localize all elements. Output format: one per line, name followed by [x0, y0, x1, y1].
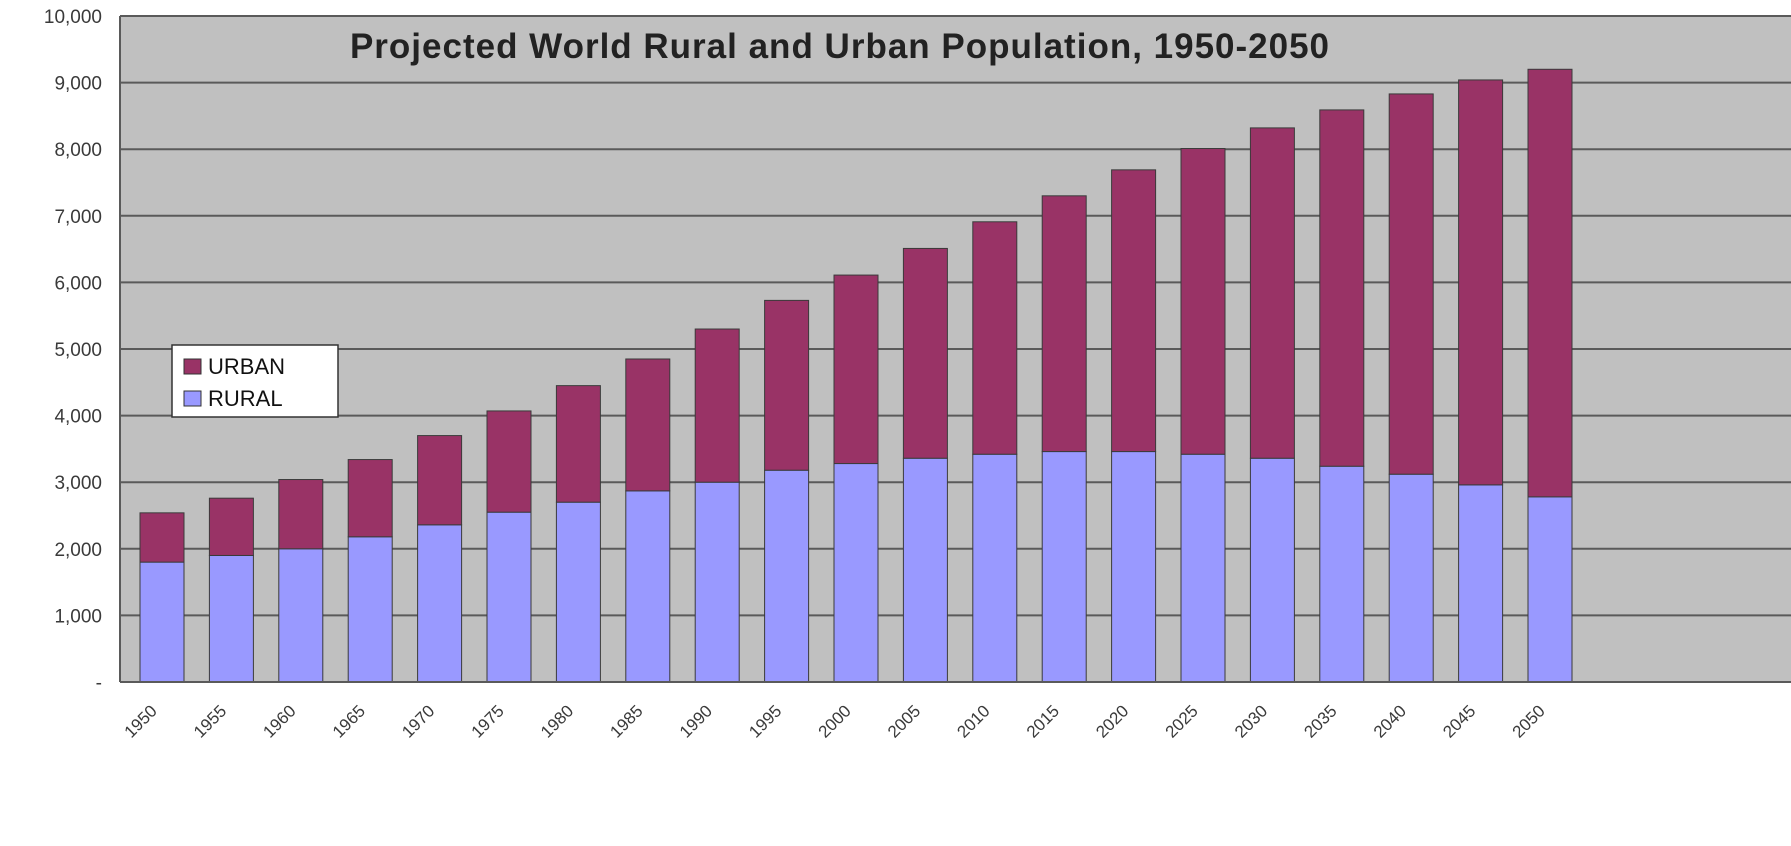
bar-urban-1950 — [139, 512, 185, 563]
x-tick-label: 1950 — [121, 701, 161, 741]
bar-rural-2040 — [1388, 473, 1434, 683]
bar-urban-2040 — [1388, 93, 1434, 475]
bar-urban-1955 — [208, 497, 254, 556]
bar-urban-1995 — [764, 299, 810, 471]
bar-rural-2005 — [902, 457, 948, 683]
legend: URBAN RURAL — [171, 344, 339, 418]
bar-rural-2010 — [972, 453, 1018, 683]
y-tick-label: 2,000 — [54, 540, 102, 561]
y-tick-label: 1,000 — [54, 606, 102, 627]
bar-rural-2000 — [833, 463, 879, 683]
x-tick-label: 1970 — [398, 701, 438, 741]
bar-urban-2015 — [1041, 195, 1087, 453]
bar-rural-2030 — [1249, 457, 1295, 683]
y-tick-label: - — [96, 673, 102, 694]
chart-title: Projected World Rural and Urban Populati… — [350, 27, 1330, 66]
x-tick-label: 2040 — [1370, 701, 1410, 741]
x-tick-label: 2010 — [953, 701, 993, 741]
bar-rural-2035 — [1319, 465, 1365, 683]
bar-rural-2050 — [1527, 496, 1573, 683]
bar-urban-1980 — [555, 385, 601, 503]
bar-rural-1985 — [625, 490, 671, 683]
bar-urban-2045 — [1458, 79, 1504, 486]
bar-rural-1965 — [347, 536, 393, 683]
bar-rural-1960 — [278, 548, 324, 683]
x-tick-label: 2005 — [884, 701, 924, 741]
y-tick-label: 8,000 — [54, 140, 102, 161]
x-tick-label: 1960 — [259, 701, 299, 741]
bar-urban-1970 — [417, 435, 463, 526]
legend-label-rural: RURAL — [208, 386, 283, 411]
bar-urban-2025 — [1180, 148, 1226, 455]
bar-urban-2005 — [902, 247, 948, 459]
bar-rural-2025 — [1180, 453, 1226, 683]
bar-urban-2050 — [1527, 68, 1573, 498]
bar-urban-1960 — [278, 479, 324, 550]
x-tick-label: 1980 — [537, 701, 577, 741]
x-tick-label: 1990 — [676, 701, 716, 741]
bar-rural-1990 — [694, 481, 740, 683]
x-tick-label: 2030 — [1231, 701, 1271, 741]
x-tick-label: 2035 — [1300, 701, 1340, 741]
x-tick-label: 2025 — [1162, 701, 1202, 741]
y-tick-label: 4,000 — [54, 407, 102, 428]
bar-rural-1975 — [486, 511, 532, 683]
y-tick-label: 3,000 — [54, 473, 102, 494]
legend-swatch-rural — [183, 390, 202, 407]
bar-rural-1950 — [139, 561, 185, 683]
gridlines — [120, 15, 1791, 617]
bar-urban-2020 — [1111, 169, 1157, 453]
x-tick-label: 2050 — [1509, 701, 1549, 741]
y-tick-label: 6,000 — [54, 273, 102, 294]
y-tick-label: 5,000 — [54, 340, 102, 361]
x-tick-label: 1965 — [329, 701, 369, 741]
bar-urban-1965 — [347, 459, 393, 538]
bar-rural-2045 — [1458, 484, 1504, 683]
bar-rural-1970 — [417, 524, 463, 683]
x-tick-label: 1975 — [468, 701, 508, 741]
x-tick-label: 1995 — [745, 701, 785, 741]
bar-urban-1975 — [486, 410, 532, 513]
x-tick-label: 2020 — [1092, 701, 1132, 741]
bar-urban-2030 — [1249, 127, 1295, 459]
x-tick-label: 1955 — [190, 701, 230, 741]
bar-rural-1995 — [764, 469, 810, 683]
bar-rural-1955 — [208, 554, 254, 683]
bar-urban-1990 — [694, 328, 740, 483]
bar-rural-2020 — [1111, 451, 1157, 683]
x-axis-ticks: 1950 1955 1960 1965 1970 1975 1980 1985 1990 1995… — [121, 701, 1549, 741]
y-axis-ticks: - 1,000 2,000 3,000 4,000 5,000 6,000 7,000 8,00… — [44, 7, 102, 694]
x-tick-label: 2015 — [1023, 701, 1063, 741]
y-tick-label: 9,000 — [54, 74, 102, 95]
bar-urban-2035 — [1319, 109, 1365, 467]
y-tick-label: 10,000 — [44, 7, 102, 28]
legend-label-urban: URBAN — [208, 354, 285, 379]
legend-swatch-urban — [183, 358, 202, 375]
bar-rural-1980 — [555, 501, 601, 683]
x-tick-label: 1985 — [606, 701, 646, 741]
x-tick-label: 2045 — [1439, 701, 1479, 741]
x-tick-label: 2000 — [815, 701, 855, 741]
bars — [139, 68, 1573, 683]
bar-urban-1985 — [625, 358, 671, 492]
bar-urban-2000 — [833, 274, 879, 465]
y-tick-label: 7,000 — [54, 207, 102, 228]
bar-rural-2015 — [1041, 451, 1087, 683]
bar-urban-2010 — [972, 221, 1018, 455]
